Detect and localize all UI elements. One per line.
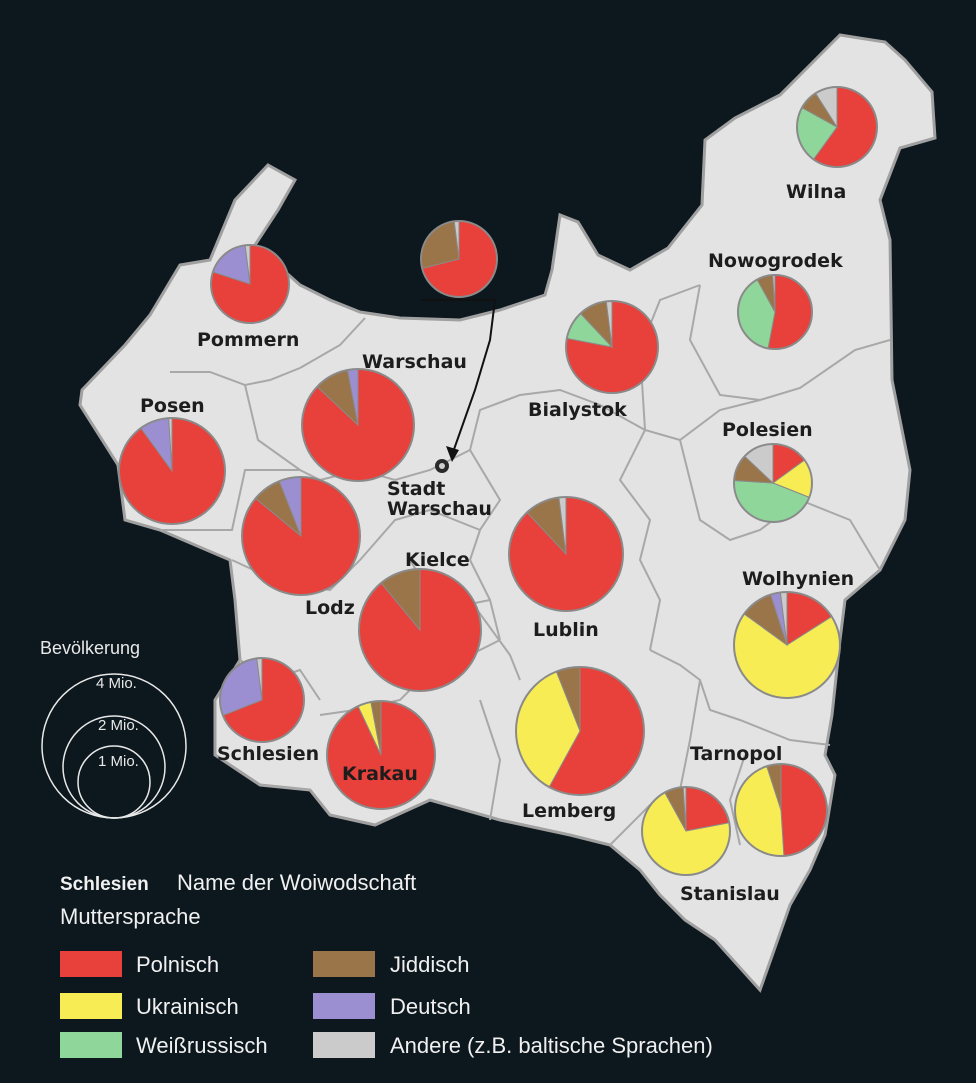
legend-sample-desc: Name der Woiwodschaft (177, 870, 416, 895)
pie-bialystok (565, 300, 659, 394)
pie-posen (118, 417, 226, 525)
pie-nowogrodek (737, 274, 813, 350)
legend-swatch-jiddisch (313, 951, 375, 977)
label-posen: Posen (140, 395, 205, 417)
pie-lublin (508, 496, 624, 612)
scale-title: Bevölkerung (40, 638, 140, 658)
label-wolhynien: Wolhynien (742, 568, 854, 590)
legend-swatch-weissrussisch (60, 1032, 122, 1058)
legend-swatch-andere (313, 1032, 375, 1058)
scale-circle-1mio (77, 745, 151, 819)
pie-outline-krakau (326, 700, 436, 810)
pie-outline-bialystok (565, 300, 659, 394)
label-lodz: Lodz (305, 597, 355, 619)
pie-warschau (301, 368, 415, 482)
legend-label-jiddisch: Jiddisch (390, 952, 469, 977)
label-kielce: Kielce (405, 549, 470, 571)
label-pommern: Pommern (197, 329, 299, 351)
pie-polesien (733, 443, 813, 523)
label-nowogrodek: Nowogrodek (708, 250, 843, 272)
label-tarnopol: Tarnopol (690, 743, 782, 765)
pie-charts (118, 86, 878, 876)
pie-tarnopol (734, 763, 828, 857)
province-labels: Wilna Nowogrodek Pommern Warschau Posen … (140, 181, 854, 905)
pie-outline-warschau (301, 368, 415, 482)
pie-outline-stanislau (641, 786, 731, 876)
label-schlesien: Schlesien (217, 743, 319, 765)
pie-outline-stadt-warschau (420, 220, 498, 298)
legend-label-weissrussisch: Weißrussisch (136, 1033, 268, 1058)
pie-outline-lodz (241, 476, 361, 596)
legend-swatch-deutsch (313, 993, 375, 1019)
pie-outline-wolhynien (733, 591, 841, 699)
label-stanislau: Stanislau (680, 883, 780, 905)
pie-outline-posen (118, 417, 226, 525)
pie-outline-nowogrodek (737, 274, 813, 350)
legend-label-ukrainisch: Ukrainisch (136, 994, 239, 1019)
label-bialystok: Bialystok (528, 399, 627, 421)
label-lublin: Lublin (533, 619, 599, 641)
label-stadt-warschau-2: Warschau (387, 498, 492, 520)
scale-label-1mio: 1 Mio. (98, 753, 139, 770)
pie-kielce (358, 568, 482, 692)
pie-stanislau (641, 786, 731, 876)
pie-lemberg (515, 666, 645, 796)
legend-label-deutsch: Deutsch (390, 994, 471, 1019)
pie-outline-schlesien (219, 657, 305, 743)
pie-stadt-warschau (420, 220, 498, 298)
legend: Schlesien Name der Woiwodschaft Muttersp… (60, 870, 713, 1058)
pie-schlesien (219, 657, 305, 743)
label-wilna: Wilna (786, 181, 846, 203)
pie-outline-pommern (210, 244, 290, 324)
pie-krakau (326, 700, 436, 810)
pie-wolhynien (733, 591, 841, 699)
label-krakau: Krakau (342, 763, 418, 785)
legend-swatch-ukrainisch (60, 993, 122, 1019)
pie-outline-polesien (733, 443, 813, 523)
pie-pommern (210, 244, 290, 324)
pie-outline-lublin (508, 496, 624, 612)
province-borders (160, 284, 891, 846)
legend-subtitle: Muttersprache (60, 904, 201, 929)
legend-sample-name: Schlesien (60, 874, 149, 895)
legend-label-andere: Andere (z.B. baltische Sprachen) (390, 1033, 713, 1058)
label-warschau: Warschau (362, 351, 467, 373)
label-stadt-warschau-1: Stadt (387, 478, 445, 500)
scale-label-4mio: 4 Mio. (96, 675, 137, 692)
pie-outline-wilna (796, 86, 878, 168)
legend-label-polnisch: Polnisch (136, 952, 219, 977)
pie-lodz (241, 476, 361, 596)
pie-outline-tarnopol (734, 763, 828, 857)
scale-label-2mio: 2 Mio. (98, 717, 139, 734)
population-scale: Bevölkerung 4 Mio. 2 Mio. 1 Mio. (40, 638, 187, 819)
warschau-pointer (420, 299, 497, 473)
label-polesien: Polesien (722, 419, 813, 441)
pie-wilna (796, 86, 878, 168)
pie-outline-lemberg (515, 666, 645, 796)
pie-outline-kielce (358, 568, 482, 692)
label-lemberg: Lemberg (522, 800, 616, 822)
legend-swatch-polnisch (60, 951, 122, 977)
